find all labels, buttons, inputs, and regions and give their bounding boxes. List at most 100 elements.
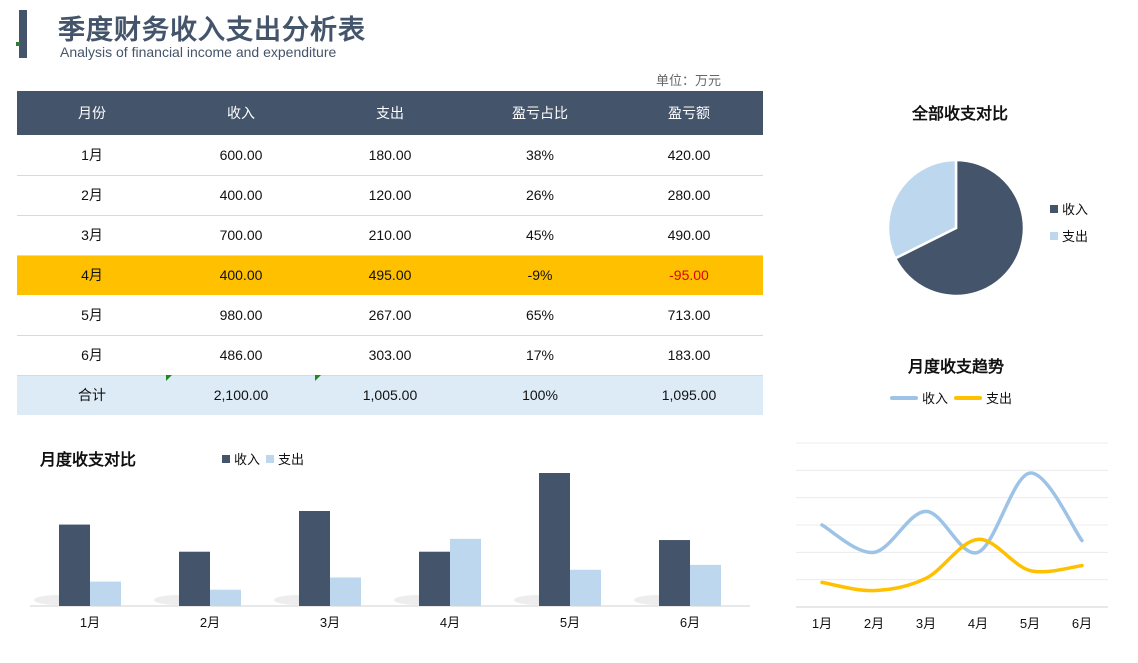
legend-label: 收入 — [922, 391, 949, 406]
cell-error-marker — [315, 375, 321, 381]
cell-expense: 210.00 — [315, 215, 465, 256]
pie-legend-item-expense: 支出 — [1050, 226, 1088, 245]
legend-swatch — [222, 454, 230, 463]
cell-income: 600.00 — [167, 135, 315, 176]
line-x-tick-label: 1月 — [812, 616, 832, 631]
cell-profit: 183.00 — [615, 335, 763, 376]
cell-income: 486.00 — [167, 335, 315, 376]
pie-legend: 收入 支出 — [1050, 199, 1094, 245]
cell-month: 3月 — [17, 215, 167, 256]
cell-expense: 120.00 — [315, 175, 465, 216]
bar-legend-item-expense: 支出 — [266, 449, 304, 468]
cell-profit: 280.00 — [615, 175, 763, 216]
finance-table: 月份 收入 支出 盈亏占比 盈亏额 1月 600.00 180.00 38% 4… — [17, 91, 763, 415]
bar-chart: 1月 2月 3月 4月 5月 6月 — [30, 473, 750, 630]
line-x-tick-label: 3月 — [916, 616, 936, 631]
bar-x-tick-label: 3月 — [320, 615, 340, 630]
bar-支出-5月 — [570, 569, 601, 606]
bar-x-tick-label: 5月 — [560, 615, 580, 630]
cell-error-marker — [166, 375, 172, 381]
table-row: 3月 700.00 210.00 45% 490.00 — [17, 215, 763, 256]
total-ratio: 100% — [465, 375, 615, 415]
header-ratio: 盈亏占比 — [465, 91, 615, 135]
bar-x-tick-label: 2月 — [200, 615, 220, 630]
line-legend-item-income: 收入 — [890, 388, 948, 407]
pie-slice-支出 — [886, 158, 958, 261]
total-profit: 1,095.00 — [615, 375, 763, 415]
bar-支出-3月 — [330, 577, 361, 606]
line-x-tick-label: 5月 — [1020, 616, 1040, 631]
cell-expense: 495.00 — [315, 255, 465, 295]
legend-swatch — [1050, 231, 1058, 240]
bar-支出-4月 — [450, 538, 481, 606]
table-row: 2月 400.00 120.00 26% 280.00 — [17, 175, 763, 216]
table-header-row: 月份 收入 支出 盈亏占比 盈亏额 — [17, 91, 763, 135]
bar-legend: 收入 支出 — [222, 449, 310, 468]
line-series-支出 — [820, 537, 1084, 593]
bar-收入-1月 — [59, 524, 90, 606]
header-month: 月份 — [17, 91, 167, 135]
legend-label: 收入 — [234, 452, 261, 467]
pie-chart — [886, 158, 1026, 298]
table-total-row: 合计 2,100.00 1,005.00 100% 1,095.00 — [17, 375, 763, 415]
bar-legend-item-income: 收入 — [222, 449, 260, 468]
bar-支出-1月 — [90, 581, 121, 606]
header-income: 收入 — [167, 91, 315, 135]
legend-swatch — [266, 454, 275, 463]
pie-slice-收入 — [893, 158, 1026, 298]
cell-expense: 180.00 — [315, 135, 465, 176]
cell-profit: 420.00 — [615, 135, 763, 176]
bar-chart-title: 月度收支对比 — [40, 452, 137, 469]
pie-legend-item-income: 收入 — [1050, 199, 1088, 218]
bar-x-tick-label: 6月 — [680, 615, 700, 630]
total-expense: 1,005.00 — [315, 375, 465, 415]
header-expense: 支出 — [315, 91, 465, 135]
bar-支出-2月 — [210, 589, 241, 606]
unit-label: 单位：万元 — [656, 73, 722, 88]
legend-swatch — [1050, 204, 1058, 213]
total-income: 2,100.00 — [167, 375, 315, 415]
title-accent-dot — [16, 42, 20, 46]
legend-line-swatch — [954, 395, 983, 400]
table-row: 1月 600.00 180.00 38% 420.00 — [17, 135, 763, 176]
legend-label: 收入 — [1062, 202, 1089, 217]
line-x-tick-label: 6月 — [1072, 616, 1092, 631]
cell-ratio: 45% — [465, 215, 615, 256]
legend-label: 支出 — [278, 452, 305, 467]
cell-month: 6月 — [17, 335, 167, 376]
legend-label: 支出 — [986, 391, 1013, 406]
cell-month: 2月 — [17, 175, 167, 216]
cell-ratio: -9% — [465, 255, 615, 295]
bar-收入-3月 — [299, 511, 330, 606]
cell-expense: 303.00 — [315, 335, 465, 376]
line-series-收入 — [820, 471, 1084, 555]
line-chart-title: 月度收支趋势 — [908, 359, 1005, 376]
legend-line-swatch — [890, 395, 918, 400]
line-x-tick-label: 4月 — [968, 616, 988, 631]
bar-收入-5月 — [539, 473, 570, 606]
cell-income: 400.00 — [167, 255, 315, 295]
total-label: 合计 — [17, 375, 167, 415]
bar-收入-4月 — [419, 551, 450, 606]
bar-x-tick-label: 4月 — [440, 615, 460, 630]
cell-income: 700.00 — [167, 215, 315, 256]
cell-profit-negative: -95.00 — [615, 255, 763, 295]
cell-ratio: 38% — [465, 135, 615, 176]
cell-expense: 267.00 — [315, 295, 465, 336]
bar-x-tick-label: 1月 — [80, 615, 100, 630]
table-row: 5月 980.00 267.00 65% 713.00 — [17, 295, 763, 336]
legend-label: 支出 — [1062, 229, 1089, 244]
page-title: 季度财务收入支出分析表 — [58, 15, 366, 45]
line-chart: 1月 2月 3月 4月 5月 6月 — [796, 442, 1108, 631]
title-accent-bar — [19, 10, 27, 58]
line-legend-item-expense: 支出 — [954, 388, 1012, 407]
table-row: 6月 486.00 303.00 17% 183.00 — [17, 335, 763, 376]
table-row-highlighted: 4月 400.00 495.00 -9% -95.00 — [17, 255, 763, 295]
pie-chart-title: 全部收支对比 — [912, 106, 1009, 123]
cell-profit: 713.00 — [615, 295, 763, 336]
header-profit: 盈亏额 — [615, 91, 763, 135]
bar-收入-2月 — [179, 551, 210, 606]
cell-month: 1月 — [17, 135, 167, 176]
cell-month: 5月 — [17, 295, 167, 336]
line-x-tick-label: 2月 — [864, 616, 884, 631]
